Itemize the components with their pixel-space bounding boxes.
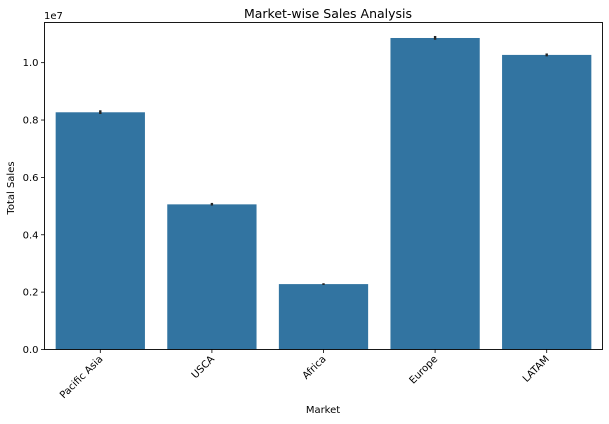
bar-pacific-asia: [55, 112, 145, 350]
x-tick-label: Pacific Asia: [58, 354, 105, 401]
y-tick-label: 0.6: [23, 173, 39, 184]
x-tick-label: Europe: [408, 354, 441, 387]
bar-usca: [167, 204, 257, 350]
bar-latam: [502, 54, 592, 350]
x-axis-label: Market: [306, 405, 340, 416]
x-tick-label: Africa: [301, 354, 329, 382]
y-tick-label: 0.8: [23, 116, 39, 127]
y-offset-label: 1e7: [44, 11, 63, 22]
y-tick-label: 0.4: [23, 230, 39, 241]
y-axis-label: Total Sales: [6, 161, 17, 215]
bar-europe: [390, 37, 480, 350]
y-tick-label: 0.2: [23, 288, 39, 299]
y-tick-label: 1.0: [23, 58, 39, 69]
plot-frame: [44, 22, 603, 350]
x-tick-label: LATAM: [521, 354, 552, 385]
y-tick-label: 0.0: [23, 345, 39, 356]
bar-africa: [278, 284, 369, 350]
x-tick-label: USCA: [190, 354, 217, 381]
chart-title: Market-wise Sales Analysis: [244, 6, 412, 21]
